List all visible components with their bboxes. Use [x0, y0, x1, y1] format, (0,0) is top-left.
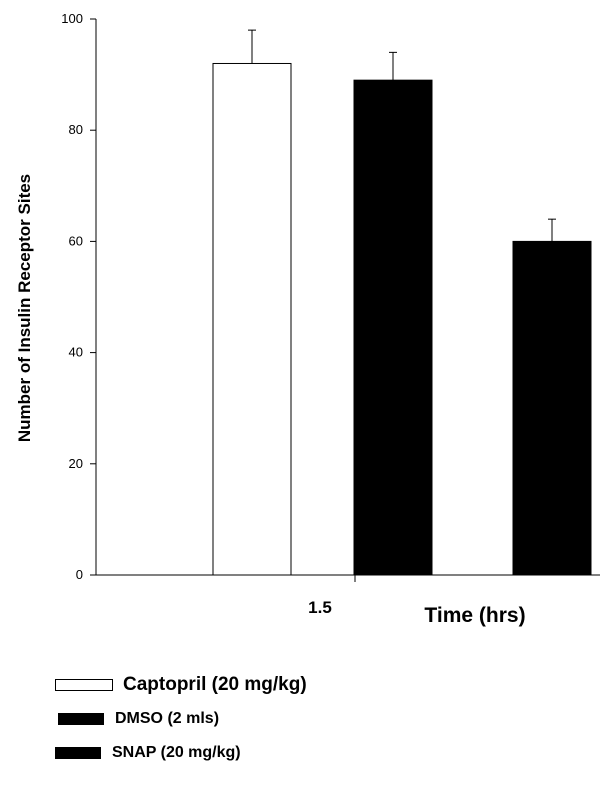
y-tick-label: 0 — [76, 567, 83, 582]
legend-label-captopril: Captopril (20 mg/kg) — [123, 674, 307, 695]
chart-svg: 0 20 40 60 80 100 1.5 Time (hrs) Number of Insul… — [15, 11, 600, 627]
legend-label-snap: SNAP (20 mg/kg) — [112, 744, 241, 761]
y-tick-label: 40 — [69, 345, 83, 360]
y-tick-label: 80 — [69, 122, 83, 137]
y-axis-title: Number of Insulin Receptor Sites — [15, 174, 34, 442]
y-tick-label: 60 — [69, 233, 83, 248]
legend-swatch-captopril — [55, 679, 113, 691]
x-tick-label: 1.5 — [308, 598, 332, 617]
y-tick-label: 100 — [61, 11, 83, 26]
bar-2 — [512, 240, 592, 576]
x-axis-title: Time (hrs) — [424, 604, 525, 627]
legend-label-dmso: DMSO (2 mls) — [115, 710, 220, 727]
legend-swatch-dmso — [58, 713, 104, 725]
legend-swatch-snap — [55, 747, 101, 759]
y-tick-label: 20 — [69, 456, 83, 471]
bar-0 — [212, 62, 292, 576]
bar-1 — [353, 79, 433, 576]
